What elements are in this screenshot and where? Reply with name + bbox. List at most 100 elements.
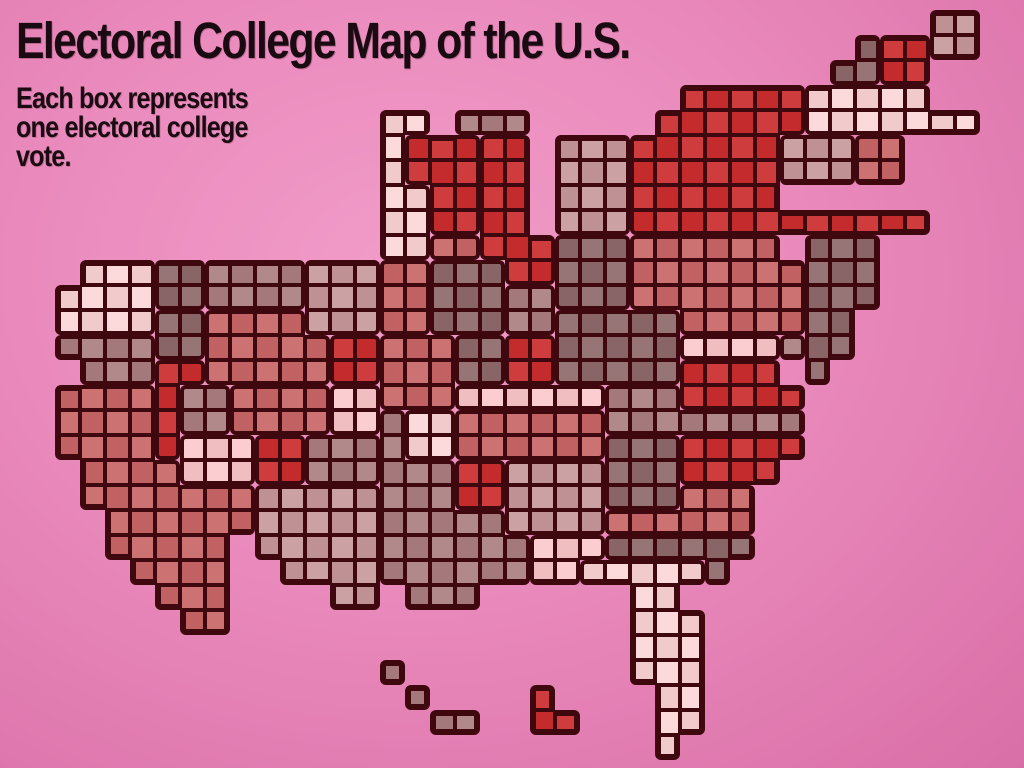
map-cell <box>755 110 780 135</box>
map-cell <box>180 410 205 435</box>
map-cell <box>305 385 330 410</box>
map-cell <box>530 510 555 535</box>
map-cell <box>805 235 830 260</box>
map-cell <box>255 335 280 360</box>
map-cell <box>580 385 605 410</box>
map-cell <box>505 135 530 160</box>
map-cell <box>380 285 405 310</box>
map-cell <box>455 110 480 135</box>
map-cell <box>930 10 955 35</box>
map-cell <box>430 460 455 485</box>
map-cell <box>355 410 380 435</box>
map-cell <box>555 160 580 185</box>
map-cell <box>855 135 880 160</box>
map-cell <box>505 485 530 510</box>
map-cell <box>80 360 105 385</box>
map-cell <box>105 460 130 485</box>
map-cell <box>380 135 405 160</box>
map-cell <box>680 260 705 285</box>
map-cell <box>455 435 480 460</box>
map-cell <box>430 710 455 735</box>
map-cell <box>605 160 630 185</box>
map-cell <box>505 285 530 310</box>
subtitle-line-3: vote. <box>16 139 71 173</box>
map-cell <box>655 410 680 435</box>
map-cell <box>355 585 380 610</box>
map-cell <box>630 360 655 385</box>
map-cell <box>255 435 280 460</box>
map-cell <box>455 185 480 210</box>
map-cell <box>130 435 155 460</box>
map-cell <box>155 310 180 335</box>
map-cell <box>355 435 380 460</box>
map-cell <box>255 460 280 485</box>
map-cell <box>705 110 730 135</box>
map-cell <box>630 535 655 560</box>
map-cell <box>780 210 805 235</box>
map-cell <box>655 610 680 635</box>
map-cell <box>405 210 430 235</box>
map-cell <box>455 135 480 160</box>
map-cell <box>480 485 505 510</box>
map-cell <box>105 385 130 410</box>
map-cell <box>80 385 105 410</box>
map-cell <box>605 460 630 485</box>
map-cell <box>405 510 430 535</box>
map-cell <box>280 360 305 385</box>
map-cell <box>905 35 930 60</box>
map-cell <box>580 560 605 585</box>
map-cell <box>755 235 780 260</box>
map-cell <box>430 360 455 385</box>
map-cell <box>830 310 855 335</box>
map-cell <box>730 335 755 360</box>
map-cell <box>105 285 130 310</box>
map-cell <box>530 360 555 385</box>
map-cell <box>830 285 855 310</box>
map-cell <box>755 260 780 285</box>
map-cell <box>680 160 705 185</box>
map-cell <box>380 660 405 685</box>
map-cell <box>405 535 430 560</box>
map-cell <box>580 285 605 310</box>
map-cell <box>680 710 705 735</box>
map-cell <box>105 510 130 535</box>
map-cell <box>755 85 780 110</box>
map-cell <box>680 660 705 685</box>
map-cell <box>205 510 230 535</box>
map-cell <box>130 360 155 385</box>
map-cell <box>480 535 505 560</box>
map-cell <box>580 185 605 210</box>
map-cell <box>530 335 555 360</box>
map-cell <box>280 260 305 285</box>
map-cell <box>555 460 580 485</box>
map-cell <box>505 185 530 210</box>
subtitle-line-1: Each box represents <box>16 81 249 115</box>
map-cell <box>180 335 205 360</box>
map-cell <box>680 410 705 435</box>
map-cell <box>530 710 555 735</box>
map-cell <box>880 135 905 160</box>
map-cell <box>830 210 855 235</box>
map-cell <box>605 260 630 285</box>
map-cell <box>155 335 180 360</box>
map-cell <box>855 160 880 185</box>
map-cell <box>705 510 730 535</box>
map-cell <box>655 585 680 610</box>
map-cell <box>180 260 205 285</box>
map-cell <box>205 610 230 635</box>
map-cell <box>755 310 780 335</box>
map-cell <box>405 360 430 385</box>
map-cell <box>655 235 680 260</box>
map-cell <box>205 485 230 510</box>
map-cell <box>730 210 755 235</box>
map-cell <box>555 560 580 585</box>
map-cell <box>755 410 780 435</box>
map-cell <box>330 585 355 610</box>
map-cell <box>805 285 830 310</box>
map-cell <box>130 285 155 310</box>
map-cell <box>180 360 205 385</box>
map-cell <box>430 585 455 610</box>
map-cell <box>780 110 805 135</box>
map-cell <box>655 210 680 235</box>
map-cell <box>105 360 130 385</box>
